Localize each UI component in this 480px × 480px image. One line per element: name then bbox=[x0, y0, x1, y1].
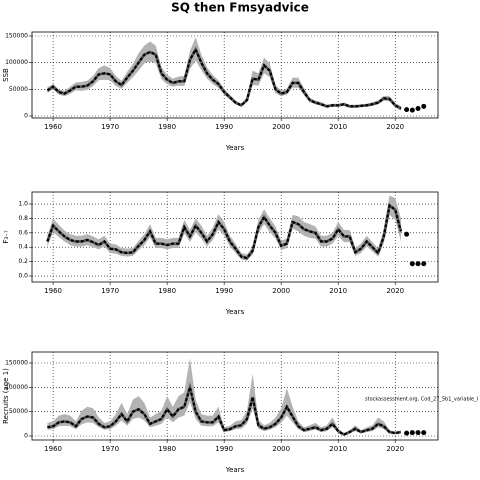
y-axis-label: Recruits (age 1) bbox=[2, 368, 10, 424]
projection-point bbox=[415, 106, 421, 112]
x-axis-label: Years bbox=[225, 144, 245, 152]
x-tick-label: 2010 bbox=[329, 287, 347, 295]
x-axis-label: Years bbox=[225, 308, 245, 316]
projection-point bbox=[421, 430, 427, 436]
x-tick-label: 2000 bbox=[272, 445, 290, 453]
y-tick-label: 50000 bbox=[9, 408, 28, 415]
y-tick-label: 0.0 bbox=[18, 273, 28, 280]
y-tick-label: 100000 bbox=[5, 59, 28, 66]
projection-point bbox=[404, 430, 410, 436]
annotation: stockassessment.org, Cod_27_5b1_variable… bbox=[365, 397, 478, 403]
x-tick-label: 1970 bbox=[101, 287, 119, 295]
y-tick-label: 0.8 bbox=[18, 215, 28, 222]
projection-point bbox=[409, 107, 415, 113]
projection-point bbox=[409, 261, 415, 267]
y-tick-label: 0 bbox=[24, 433, 28, 440]
y-tick-label: 0.6 bbox=[18, 229, 28, 236]
x-tick-label: 1990 bbox=[215, 287, 233, 295]
y-tick-label: 1.0 bbox=[18, 201, 28, 208]
projection-point bbox=[421, 103, 427, 109]
x-tick-label: 2010 bbox=[329, 123, 347, 131]
x-tick-label: 1960 bbox=[44, 445, 62, 453]
x-tick-label: 2020 bbox=[386, 123, 404, 131]
projection-point bbox=[404, 107, 410, 113]
projection-point bbox=[421, 261, 427, 267]
x-tick-label: 1960 bbox=[44, 123, 62, 131]
x-tick-label: 1980 bbox=[158, 287, 176, 295]
estimate-line-dash bbox=[46, 203, 402, 260]
y-tick-label: 0.2 bbox=[18, 258, 28, 265]
x-tick-label: 1980 bbox=[158, 445, 176, 453]
projection-point bbox=[415, 430, 421, 436]
y-tick-label: 150000 bbox=[5, 360, 28, 367]
x-axis-label: Years bbox=[225, 466, 245, 474]
panel: 0.0 0.2 0.4 0.6 0.8 1.0 1960 1970 1980 1990 2000 20… bbox=[2, 191, 439, 316]
plot-frame bbox=[31, 31, 439, 119]
x-tick-label: 2010 bbox=[329, 445, 347, 453]
plot-frame bbox=[31, 351, 439, 441]
x-tick-label: 2020 bbox=[386, 445, 404, 453]
x-tick-label: 1990 bbox=[215, 123, 233, 131]
confidence-band bbox=[47, 358, 401, 436]
projection-point bbox=[404, 231, 410, 237]
panel: 0 50000 100000 150000 1960 1970 1980 1990 2000 20… bbox=[2, 31, 439, 152]
y-tick-label: 0 bbox=[24, 113, 28, 120]
x-tick-label: 2000 bbox=[272, 287, 290, 295]
x-tick-label: 2000 bbox=[272, 123, 290, 131]
plot-frame bbox=[31, 191, 439, 283]
x-tick-label: 1990 bbox=[215, 445, 233, 453]
estimate-line-dash bbox=[46, 46, 402, 110]
y-tick-label: 150000 bbox=[5, 33, 28, 40]
x-tick-label: 1960 bbox=[44, 287, 62, 295]
y-axis-label: F₃₋₇ bbox=[2, 230, 10, 244]
projection-point bbox=[409, 430, 415, 436]
x-tick-label: 1970 bbox=[101, 445, 119, 453]
x-tick-label: 1980 bbox=[158, 123, 176, 131]
projection-point bbox=[415, 261, 421, 267]
estimate-line-dash bbox=[47, 383, 402, 436]
y-axis-label: SSB bbox=[2, 68, 10, 82]
figure-title: SQ then Fmsyadvice bbox=[171, 1, 309, 15]
x-tick-label: 1970 bbox=[101, 123, 119, 131]
y-tick-label: 100000 bbox=[5, 384, 28, 391]
y-tick-label: 50000 bbox=[9, 86, 28, 93]
x-tick-label: 2020 bbox=[386, 287, 404, 295]
panel: 0 50000 100000 150000 1960 1970 1980 1990 2000 20… bbox=[2, 351, 478, 474]
y-tick-label: 0.4 bbox=[18, 244, 28, 251]
